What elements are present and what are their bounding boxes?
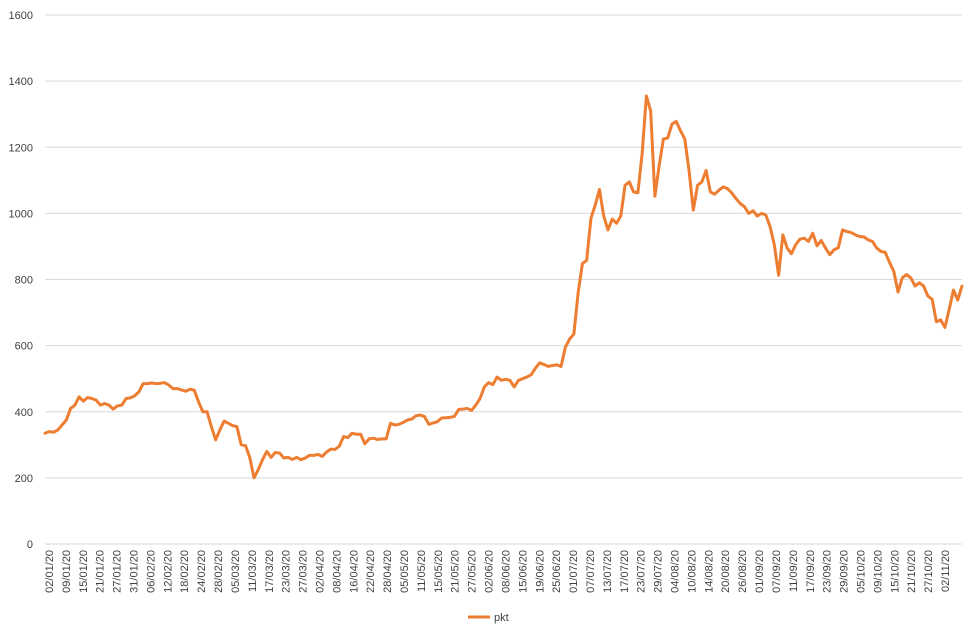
y-tick-label: 800 <box>15 275 33 287</box>
x-tick-label: 06/02/20 <box>145 550 157 593</box>
x-tick-label: 27/03/20 <box>298 550 310 593</box>
y-tick-label: 1400 <box>9 76 33 88</box>
x-tick-label: 15/06/20 <box>517 550 529 593</box>
x-tick-label: 15/10/20 <box>889 550 901 593</box>
x-tick-label: 17/09/20 <box>805 550 817 593</box>
x-axis-ticks: 02/01/20 09/01/20 15/01/20 21/01/20 27/01/20… <box>44 550 952 593</box>
legend-label-pkt: pkt <box>494 612 509 624</box>
x-tick-label: 04/08/20 <box>670 550 682 593</box>
x-tick-label: 27/01/20 <box>112 550 124 593</box>
x-tick-label: 18/02/20 <box>179 550 191 593</box>
x-tick-label: 24/02/20 <box>196 550 208 593</box>
x-tick-label: 23/09/20 <box>822 550 834 593</box>
x-tick-label: 14/08/20 <box>703 550 715 593</box>
x-tick-label: 28/02/20 <box>213 550 225 593</box>
x-tick-label: 07/07/20 <box>585 550 597 593</box>
x-tick-label: 29/09/20 <box>839 550 851 593</box>
x-tick-label: 21/10/20 <box>906 550 918 593</box>
x-tick-label: 01/09/20 <box>754 550 766 593</box>
x-tick-label: 21/01/20 <box>95 550 107 593</box>
x-tick-label: 01/07/20 <box>568 550 580 593</box>
x-tick-label: 02/11/20 <box>940 550 952 592</box>
x-tick-label: 17/03/20 <box>264 550 276 593</box>
x-tick-label: 27/10/20 <box>923 550 935 593</box>
y-axis-ticks: 0 200 400 600 800 1000 1200 1400 1600 <box>9 10 33 551</box>
x-tick-label: 28/04/20 <box>382 550 394 593</box>
y-tick-label: 400 <box>15 407 33 419</box>
series-line-pkt <box>43 94 964 480</box>
x-tick-label: 15/01/20 <box>78 550 90 593</box>
x-tick-label: 11/05/20 <box>416 550 428 592</box>
x-tick-label: 27/05/20 <box>467 550 479 593</box>
x-tick-label: 22/04/20 <box>365 550 377 593</box>
x-tick-label: 11/09/20 <box>788 550 800 592</box>
x-tick-label: 05/03/20 <box>230 550 242 593</box>
x-tick-label: 29/07/20 <box>653 550 665 593</box>
x-tick-label: 05/10/20 <box>855 550 867 593</box>
x-tick-label: 08/04/20 <box>331 550 343 593</box>
x-tick-label: 09/01/20 <box>61 550 73 593</box>
x-tick-label: 02/04/20 <box>314 550 326 593</box>
y-tick-label: 0 <box>27 539 33 551</box>
x-tick-label: 17/07/20 <box>619 550 631 593</box>
x-tick-label: 21/05/20 <box>450 550 462 593</box>
y-tick-label: 1000 <box>9 208 33 220</box>
y-tick-label: 200 <box>15 473 33 485</box>
x-tick-label: 26/08/20 <box>737 550 749 593</box>
x-tick-label: 15/05/20 <box>433 550 445 593</box>
x-tick-label: 02/01/20 <box>44 550 56 593</box>
x-tick-label: 31/01/20 <box>129 550 141 593</box>
x-tick-label: 20/08/20 <box>720 550 732 593</box>
x-tick-label: 13/07/20 <box>602 550 614 593</box>
y-tick-label: 600 <box>15 341 33 353</box>
x-tick-label: 16/04/20 <box>348 550 360 593</box>
y-tick-label: 1200 <box>9 142 33 154</box>
x-tick-label: 02/06/20 <box>484 550 496 593</box>
x-tick-label: 11/03/20 <box>247 550 259 592</box>
legend: pkt <box>468 612 509 624</box>
x-tick-label: 05/05/20 <box>399 550 411 593</box>
x-tick-label: 10/08/20 <box>686 550 698 593</box>
x-tick-label: 25/06/20 <box>551 550 563 593</box>
gridlines <box>45 14 962 479</box>
x-tick-label: 12/02/20 <box>162 550 174 593</box>
y-tick-label: 1600 <box>9 10 33 22</box>
x-tick-label: 07/09/20 <box>771 550 783 593</box>
x-tick-label: 23/03/20 <box>281 550 293 593</box>
x-tick-label: 09/10/20 <box>872 550 884 593</box>
x-tick-label: 19/06/20 <box>534 550 546 593</box>
x-tick-label: 23/07/20 <box>636 550 648 593</box>
x-tick-label: 08/06/20 <box>500 550 512 593</box>
